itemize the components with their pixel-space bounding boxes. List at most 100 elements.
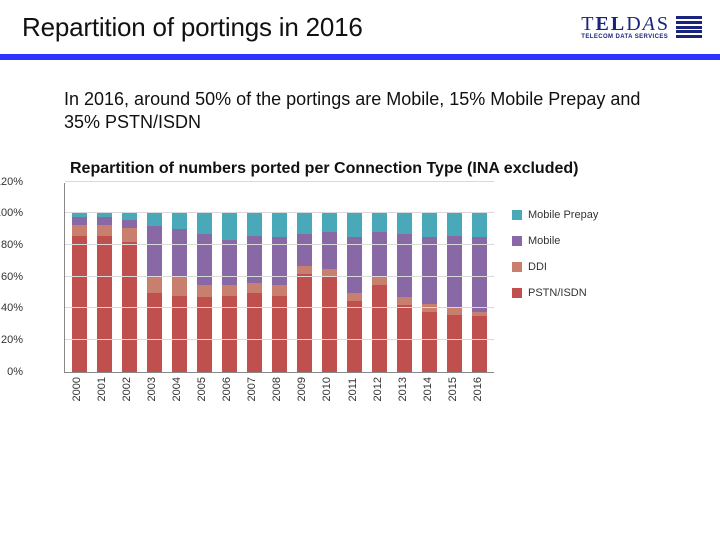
segment-mobile-prepay — [472, 213, 487, 237]
y-tick-label: 120% — [0, 176, 23, 188]
segment-mobile-prepay — [372, 213, 387, 232]
x-axis-labels: 2000200120022003200420052006200720082009… — [64, 377, 494, 401]
bar-2006 — [222, 183, 237, 372]
bar-2004 — [172, 183, 187, 372]
logo-tagline: TELECOM DATA SERVICES — [581, 34, 668, 40]
bar-2013 — [397, 183, 412, 372]
bar-2014 — [422, 183, 437, 372]
segment-mobile-prepay — [397, 213, 412, 234]
logo-text: TELDAS TELECOM DATA SERVICES — [581, 14, 670, 40]
segment-mobile — [122, 220, 137, 228]
logo: TELDAS TELECOM DATA SERVICES — [581, 14, 702, 40]
segment-mobile-prepay — [447, 213, 462, 235]
legend-swatch — [512, 236, 522, 246]
segment-ddi — [247, 283, 262, 293]
legend-label: Mobile Prepay — [528, 209, 598, 221]
bar-2016 — [472, 183, 487, 372]
x-tick-label: 2000 — [71, 377, 86, 401]
bar-2010 — [322, 183, 337, 372]
segment-ddi — [172, 277, 187, 296]
x-tick-label: 2013 — [397, 377, 412, 401]
legend-item-mobile-prepay: Mobile Prepay — [512, 209, 598, 221]
legend-swatch — [512, 262, 522, 272]
segment-mobile — [172, 229, 187, 277]
bar-2001 — [97, 183, 112, 372]
slide-title: Repartition of portings in 2016 — [22, 12, 363, 43]
bar-2009 — [297, 183, 312, 372]
x-tick-label: 2010 — [321, 377, 336, 401]
legend-swatch — [512, 210, 522, 220]
segment-mobile — [97, 217, 112, 225]
bar-2012 — [372, 183, 387, 372]
segment-ddi — [222, 285, 237, 296]
legend-label: PSTN/ISDN — [528, 287, 587, 299]
bars-container — [65, 183, 494, 372]
x-tick-label: 2014 — [422, 377, 437, 401]
segment-mobile — [197, 234, 212, 285]
x-tick-label: 2011 — [347, 377, 362, 401]
x-tick-label: 2009 — [296, 377, 311, 401]
segment-mobile-prepay — [422, 213, 437, 237]
intro-text: In 2016, around 50% of the portings are … — [64, 88, 656, 135]
bar-2007 — [247, 183, 262, 372]
x-tick-label: 2006 — [221, 377, 236, 401]
segment-pstn-isdn — [97, 236, 112, 372]
x-tick-label: 2008 — [271, 377, 286, 401]
x-tick-label: 2016 — [472, 377, 487, 401]
segment-mobile-prepay — [222, 213, 237, 240]
segment-pstn-isdn — [297, 274, 312, 372]
segment-ddi — [272, 285, 287, 296]
segment-ddi — [347, 293, 362, 301]
bar-2005 — [197, 183, 212, 372]
segment-mobile-prepay — [172, 213, 187, 229]
segment-pstn-isdn — [322, 277, 337, 372]
segment-mobile — [147, 226, 162, 277]
segment-mobile — [422, 237, 437, 304]
segment-pstn-isdn — [247, 293, 262, 372]
legend-item-mobile: Mobile — [512, 235, 598, 247]
logo-wordmark: TELDAS — [581, 14, 670, 34]
segment-pstn-isdn — [147, 293, 162, 372]
segment-ddi — [372, 277, 387, 285]
segment-pstn-isdn — [347, 301, 362, 372]
y-tick-label: 20% — [1, 334, 23, 346]
bar-2000 — [72, 183, 87, 372]
x-tick-label: 2002 — [121, 377, 136, 401]
segment-ddi — [397, 297, 412, 305]
bar-2008 — [272, 183, 287, 372]
legend-label: Mobile — [528, 235, 560, 247]
x-tick-label: 2005 — [196, 377, 211, 401]
segment-ddi — [297, 266, 312, 274]
segment-mobile — [72, 217, 87, 225]
legend-item-ddi: DDI — [512, 261, 598, 273]
y-tick-label: 100% — [0, 207, 23, 219]
x-tick-label: 2004 — [171, 377, 186, 401]
segment-mobile — [322, 232, 337, 268]
segment-mobile-prepay — [322, 213, 337, 232]
segment-mobile — [347, 237, 362, 292]
x-tick-label: 2001 — [96, 377, 111, 401]
segment-pstn-isdn — [72, 236, 87, 372]
x-tick-label: 2012 — [372, 377, 387, 401]
segment-ddi — [97, 225, 112, 236]
segment-mobile — [297, 234, 312, 266]
segment-mobile — [472, 237, 487, 311]
gridline — [65, 244, 494, 245]
segment-ddi — [122, 228, 137, 242]
segment-mobile — [447, 236, 462, 309]
legend-swatch — [512, 288, 522, 298]
y-tick-label: 60% — [1, 271, 23, 283]
segment-ddi — [72, 225, 87, 236]
bar-2011 — [347, 183, 362, 372]
gridline — [65, 212, 494, 213]
segment-pstn-isdn — [447, 315, 462, 372]
segment-mobile — [222, 240, 237, 284]
slide-root: Repartition of portings in 2016 TELDAS T… — [0, 0, 720, 540]
segment-mobile-prepay — [197, 213, 212, 234]
gridline — [65, 181, 494, 182]
legend-label: DDI — [528, 261, 547, 273]
x-tick-label: 2007 — [246, 377, 261, 401]
logo-bars-icon — [676, 16, 702, 38]
segment-mobile-prepay — [297, 213, 312, 234]
chart-wrap: 0%20%40%60%80%100%120% 20002001200220032… — [64, 183, 656, 401]
